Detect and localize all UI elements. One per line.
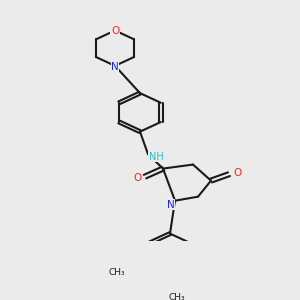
- Text: N: N: [111, 61, 119, 72]
- Text: N: N: [167, 200, 175, 210]
- Text: O: O: [111, 26, 119, 35]
- Text: CH₃: CH₃: [169, 293, 185, 300]
- Text: O: O: [233, 168, 241, 178]
- Text: CH₃: CH₃: [109, 268, 125, 278]
- Text: NH: NH: [148, 152, 164, 161]
- Text: O: O: [133, 173, 141, 183]
